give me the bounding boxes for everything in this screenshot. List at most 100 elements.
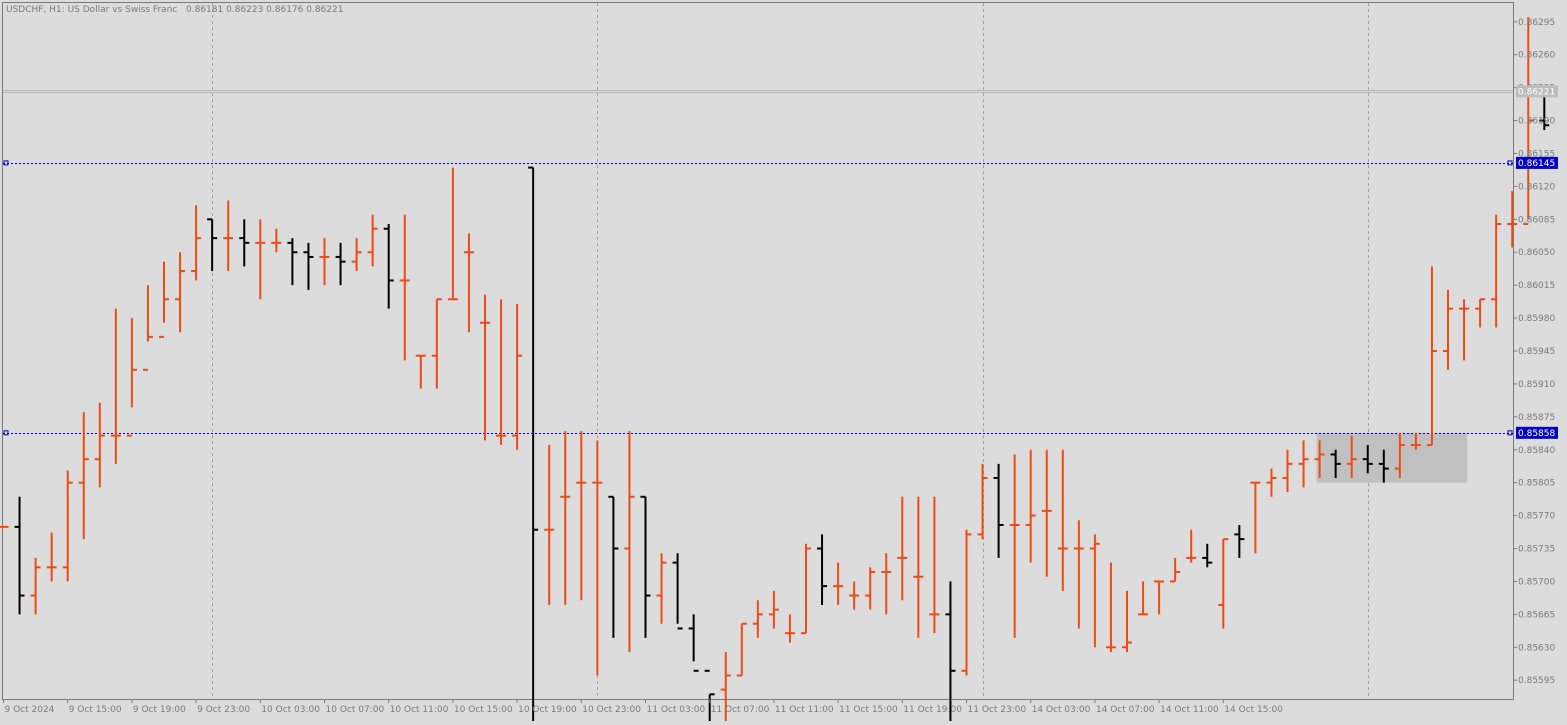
ohlc-bar — [1218, 538, 1229, 629]
ohlc-bar — [335, 242, 346, 286]
ohlc-bar — [496, 299, 507, 446]
ohlc-bar — [1138, 581, 1149, 616]
y-tick-label: 0.86050 — [1518, 248, 1555, 258]
ohlc-bar — [1459, 299, 1470, 361]
ohlc-bar — [1410, 432, 1421, 450]
level-anchor-right[interactable] — [1507, 430, 1513, 436]
y-tick-label: 0.85770 — [1518, 512, 1555, 522]
ohlc-bar — [656, 553, 667, 624]
ohlc-bar — [78, 412, 89, 540]
ohlc-bar — [1507, 191, 1518, 248]
ohlc-bar — [1202, 543, 1213, 568]
ohlc-bar — [175, 252, 186, 333]
y-tick-label: 0.85875 — [1518, 413, 1555, 423]
level-anchor-left[interactable] — [3, 160, 9, 166]
ohlc-bar — [688, 614, 699, 672]
x-tick-label: 11 Oct 23:00 — [968, 705, 1027, 715]
x-tick-label: 14 Oct 11:00 — [1160, 705, 1219, 715]
ohlc-bar — [351, 238, 362, 272]
ohlc-bar — [1394, 432, 1405, 478]
ohlc-bar — [1057, 449, 1068, 591]
y-tick-label: 0.85595 — [1518, 676, 1555, 686]
price-zone — [1316, 432, 1468, 483]
ohlc-bars — [0, 17, 1550, 725]
y-tick-label: 0.85910 — [1518, 380, 1555, 390]
level-anchor-right[interactable] — [1507, 160, 1513, 166]
ohlc-bar — [1298, 440, 1309, 488]
x-tick-label: 9 Oct 2024 — [5, 705, 55, 715]
ohlc-bar — [255, 219, 266, 300]
price-label: 0.86221 — [1518, 87, 1555, 97]
ohlc-bar — [159, 261, 169, 338]
ohlc-bar — [1330, 449, 1341, 478]
ohlc-bar — [624, 430, 635, 652]
y-tick-label: 0.86190 — [1518, 117, 1555, 127]
price-label: 0.86145 — [1518, 159, 1555, 169]
ohlc-bar — [415, 354, 426, 389]
ohlc-bar — [207, 218, 218, 272]
ohlc-bar — [512, 303, 523, 450]
x-tick-label: 11 Oct 15:00 — [839, 705, 898, 715]
x-tick-label: 14 Oct 07:00 — [1096, 705, 1155, 715]
ohlc-bar — [784, 614, 795, 643]
x-tick-label: 10 Oct 23:00 — [582, 705, 641, 715]
ohlc-bar — [672, 553, 683, 630]
price-levels[interactable] — [3, 90, 1513, 436]
ohlc-bar — [1009, 454, 1020, 638]
ohlc-bar — [801, 543, 811, 635]
x-tick-label: 10 Oct 19:00 — [518, 705, 577, 715]
ohlc-bar — [1234, 525, 1245, 558]
ohlc-bar — [528, 166, 539, 725]
ohlc-bar — [1170, 557, 1181, 583]
x-tick-label: 10 Oct 11:00 — [390, 705, 449, 715]
ohlc-bar — [303, 242, 314, 290]
ohlc-bar — [881, 553, 892, 615]
y-tick-label: 0.85700 — [1518, 577, 1555, 587]
y-tick-label: 0.85735 — [1518, 545, 1555, 555]
ohlc-bar — [1426, 266, 1437, 447]
x-tick-label: 10 Oct 03:00 — [261, 705, 320, 715]
ohlc-bar — [271, 228, 282, 253]
ohlc-bar — [849, 581, 860, 610]
price-label-box — [1516, 426, 1558, 439]
ohlc-bar — [14, 496, 25, 615]
ohlc-bar — [463, 233, 474, 333]
y-axis: 0.862950.862600.862250.861900.861550.861… — [1513, 18, 1558, 686]
ohlc-bar — [865, 567, 876, 610]
ohlc-bar — [399, 214, 410, 361]
x-tick-label: 10 Oct 07:00 — [326, 705, 385, 715]
y-tick-label: 0.85980 — [1518, 314, 1555, 324]
level-anchor-left[interactable] — [3, 430, 9, 436]
y-tick-label: 0.85665 — [1518, 610, 1555, 620]
y-tick-label: 0.86295 — [1518, 18, 1555, 28]
ohlc-bar — [768, 590, 779, 629]
ohlc-bar — [1122, 590, 1132, 652]
x-tick-label: 11 Oct 19:00 — [903, 705, 962, 715]
ohlc-bar — [447, 167, 458, 301]
ohlc-bar — [544, 445, 555, 605]
x-tick-label: 9 Oct 15:00 — [69, 705, 122, 715]
ohlc-bar — [1346, 435, 1357, 478]
zone-rectangle[interactable] — [1316, 432, 1468, 483]
y-tick-label: 0.86120 — [1518, 182, 1555, 192]
grid — [212, 3, 1369, 699]
x-tick-label: 11 Oct 03:00 — [647, 705, 706, 715]
ohlc-bar — [239, 219, 250, 267]
x-tick-label: 11 Oct 07:00 — [711, 705, 770, 715]
ohlc-bar — [1491, 214, 1502, 328]
y-tick-label: 0.86260 — [1518, 51, 1555, 61]
y-tick-label: 0.86085 — [1518, 215, 1555, 225]
ohlc-bar — [367, 214, 378, 267]
ohlc-bar — [431, 298, 442, 389]
ohlc-bar — [1314, 440, 1325, 478]
ohlc-bar — [1475, 298, 1486, 328]
x-tick-label: 14 Oct 15:00 — [1224, 705, 1283, 715]
ohlc-bar — [1443, 289, 1453, 370]
ohlc-bar — [46, 532, 57, 582]
y-tick-label: 0.85630 — [1518, 643, 1555, 653]
ohlc-bar — [736, 622, 747, 677]
ohlc-bar — [1154, 580, 1165, 615]
